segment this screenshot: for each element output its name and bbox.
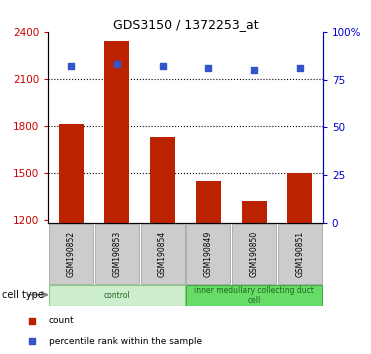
Bar: [196, 182, 221, 223]
Text: GSM190852: GSM190852: [67, 231, 76, 277]
Text: GSM190854: GSM190854: [158, 231, 167, 277]
Point: [29, 318, 35, 324]
Text: cell type: cell type: [2, 290, 44, 300]
Bar: [186, 285, 322, 306]
Bar: [186, 224, 230, 284]
Point: [68, 63, 74, 69]
Bar: [141, 224, 185, 284]
Bar: [95, 224, 139, 284]
Text: GSM190850: GSM190850: [250, 231, 259, 277]
Bar: [232, 224, 276, 284]
Text: GSM190851: GSM190851: [295, 231, 304, 277]
Text: GSM190853: GSM190853: [112, 231, 121, 277]
Text: percentile rank within the sample: percentile rank within the sample: [49, 337, 202, 346]
Bar: [242, 201, 267, 223]
Point: [114, 62, 120, 67]
Text: inner medullary collecting duct
cell: inner medullary collecting duct cell: [194, 286, 314, 305]
Bar: [278, 224, 322, 284]
Bar: [104, 41, 129, 223]
Bar: [287, 173, 312, 223]
Point: [160, 63, 165, 69]
Bar: [49, 224, 93, 284]
Bar: [49, 285, 185, 306]
Bar: [150, 137, 175, 223]
Bar: [59, 124, 84, 223]
Text: count: count: [49, 316, 74, 325]
Text: GSM190849: GSM190849: [204, 231, 213, 277]
Point: [297, 65, 303, 71]
Point: [29, 338, 35, 344]
Point: [206, 65, 211, 71]
Text: control: control: [104, 291, 130, 300]
Title: GDS3150 / 1372253_at: GDS3150 / 1372253_at: [113, 18, 258, 31]
Point: [251, 67, 257, 73]
